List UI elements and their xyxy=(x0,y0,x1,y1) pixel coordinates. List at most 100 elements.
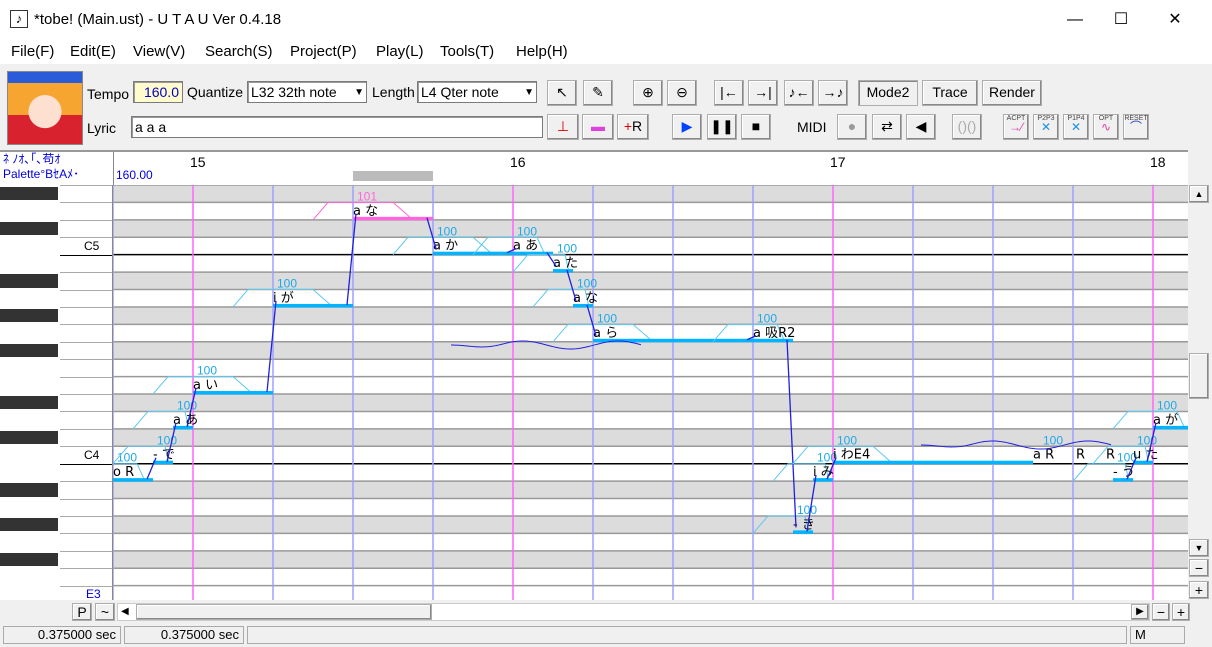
tilde-button[interactable]: ~ xyxy=(95,603,115,621)
zoom-out-icon[interactable]: ⊖ xyxy=(667,80,697,106)
black-key[interactable] xyxy=(0,221,58,236)
close-button[interactable]: ✕ xyxy=(1168,11,1182,28)
plugin-p1p4-icon[interactable]: P1P4 ✕ xyxy=(1063,114,1089,140)
add-rest-icon[interactable]: +R xyxy=(617,114,649,140)
note-bar xyxy=(193,391,273,395)
next-note-icon[interactable]: →♪ xyxy=(818,80,848,106)
minimize-button[interactable]: — xyxy=(1067,11,1083,28)
quantize-select[interactable]: L32 32th note ▼ xyxy=(247,81,367,103)
menu-tools[interactable]: Tools(T) xyxy=(440,43,495,60)
envelope xyxy=(792,445,894,465)
note-lyric[interactable]: u た xyxy=(1133,448,1158,463)
note-lyric[interactable]: o R xyxy=(113,465,134,480)
black-key[interactable] xyxy=(0,343,58,358)
menu-project[interactable]: Project(P) xyxy=(290,43,357,60)
black-key[interactable] xyxy=(0,483,58,497)
note-lyric[interactable]: a い xyxy=(193,378,218,393)
note-lyric[interactable]: i が xyxy=(273,291,294,306)
menu-bar: File(F) Edit(E) View(V) Search(S) Projec… xyxy=(0,40,1212,64)
pause-icon[interactable]: ❚❚ xyxy=(707,114,737,140)
p-button[interactable]: P xyxy=(72,603,92,621)
go-end-icon[interactable]: →| xyxy=(748,80,778,106)
piano-keyboard[interactable] xyxy=(0,185,113,600)
vertical-zoom-out-button[interactable]: − xyxy=(1189,559,1209,577)
note-lyric[interactable]: a あ xyxy=(513,239,538,254)
render-button[interactable]: Render xyxy=(982,80,1042,106)
voicebank-avatar[interactable] xyxy=(7,71,83,145)
note-lyric[interactable]: - で xyxy=(153,448,175,463)
link-icon[interactable]: ()() xyxy=(952,114,982,140)
note-lyric[interactable]: a ら xyxy=(593,326,618,341)
menu-search[interactable]: Search(S) xyxy=(205,43,273,60)
speaker-icon[interactable]: ◀ xyxy=(906,114,936,140)
stop-icon[interactable]: ■ xyxy=(741,114,771,140)
tempo-marker[interactable]: 160.00 xyxy=(116,168,153,182)
note-lyric[interactable]: a あ xyxy=(173,413,198,428)
lyric-input[interactable]: a a a xyxy=(131,116,543,138)
pitch-curve xyxy=(566,269,577,302)
key-divider xyxy=(60,394,112,396)
note-lyric[interactable]: a た xyxy=(553,256,578,271)
note-lyric[interactable]: R xyxy=(1076,448,1085,463)
note-lyric[interactable]: a か xyxy=(433,239,458,254)
plugin-reset-icon[interactable]: RESET ⌒ xyxy=(1123,114,1149,140)
length-select[interactable]: L4 Qter note ▼ xyxy=(417,81,537,103)
record-icon[interactable]: ● xyxy=(837,114,867,140)
add-note-icon[interactable]: ▬ xyxy=(582,114,614,140)
play-icon[interactable]: ▶ xyxy=(672,114,702,140)
black-key[interactable] xyxy=(0,430,58,445)
playback-region[interactable] xyxy=(353,171,433,181)
menu-edit[interactable]: Edit(E) xyxy=(70,43,116,60)
mode2-button[interactable]: Mode2 xyxy=(858,80,918,106)
pitch-curve xyxy=(546,252,557,267)
black-key[interactable] xyxy=(0,308,58,323)
note-lyric[interactable]: a が xyxy=(1153,413,1178,428)
note-lyric[interactable]: - う xyxy=(1113,465,1135,480)
note-lyric[interactable]: - き xyxy=(793,517,815,532)
black-key[interactable] xyxy=(0,187,58,201)
note-velocity: 100 xyxy=(437,224,457,238)
menu-help[interactable]: Help(H) xyxy=(516,43,568,60)
black-key[interactable] xyxy=(0,517,58,532)
plugin-opt-icon[interactable]: OPT ∿ xyxy=(1093,114,1119,140)
menu-view[interactable]: View(V) xyxy=(133,43,186,60)
go-start-icon[interactable]: |← xyxy=(714,80,744,106)
note-lyric[interactable]: i わE4 xyxy=(833,448,870,463)
menu-play[interactable]: Play(L) xyxy=(376,43,424,60)
plugin-acpt-icon[interactable]: ACPT →⁄ xyxy=(1003,114,1029,140)
maximize-button[interactable]: ☐ xyxy=(1113,11,1129,28)
insert-note-icon[interactable]: ⊥ xyxy=(547,114,579,140)
menu-file[interactable]: File(F) xyxy=(11,43,55,60)
prev-note-icon[interactable]: ♪← xyxy=(784,80,814,106)
black-key[interactable] xyxy=(0,396,58,410)
pencil-tool-icon[interactable]: ✎ xyxy=(583,80,613,106)
measure-18-label: 18 xyxy=(1150,154,1166,170)
black-key[interactable] xyxy=(0,274,58,288)
note-lyric[interactable]: a な xyxy=(573,291,598,306)
horizontal-zoom-out-button[interactable]: − xyxy=(1152,603,1170,621)
note-velocity: 100 xyxy=(1137,433,1157,447)
midi-connect-icon[interactable]: ⇄ xyxy=(872,114,902,140)
zoom-in-icon[interactable]: ⊕ xyxy=(633,80,663,106)
tempo-input[interactable]: 160.0 xyxy=(133,81,183,103)
trace-button[interactable]: Trace xyxy=(922,80,978,106)
note-lyric[interactable]: R xyxy=(1106,448,1115,463)
note-lyric[interactable]: a R xyxy=(1033,448,1054,463)
scroll-left-icon[interactable]: ◀ xyxy=(121,606,129,617)
vertical-zoom-in-button[interactable]: + xyxy=(1189,581,1209,599)
note-lyric[interactable]: a な xyxy=(353,204,378,219)
horizontal-scrollbar[interactable]: ◀ ▶ xyxy=(117,603,1150,621)
vertical-scroll-thumb[interactable] xyxy=(1189,353,1209,399)
black-key[interactable] xyxy=(0,552,58,567)
measure-ruler[interactable]: 15 16 17 18 160.00 xyxy=(113,150,1188,185)
horizontal-zoom-in-button[interactable]: + xyxy=(1172,603,1190,621)
scroll-right-icon[interactable]: ▶ xyxy=(1131,604,1149,620)
scroll-up-icon[interactable]: ▲ xyxy=(1189,185,1209,203)
note-lyric[interactable]: a 吸R2 xyxy=(753,326,795,341)
vertical-scrollbar[interactable]: ▲ ▼ − + xyxy=(1188,185,1210,600)
horizontal-scroll-thumb[interactable] xyxy=(136,604,432,620)
scroll-down-icon[interactable]: ▼ xyxy=(1189,539,1209,557)
plugin-p2p3-icon[interactable]: P2P3 ✕ xyxy=(1033,114,1059,140)
select-tool-icon[interactable]: ↖ xyxy=(547,80,577,106)
